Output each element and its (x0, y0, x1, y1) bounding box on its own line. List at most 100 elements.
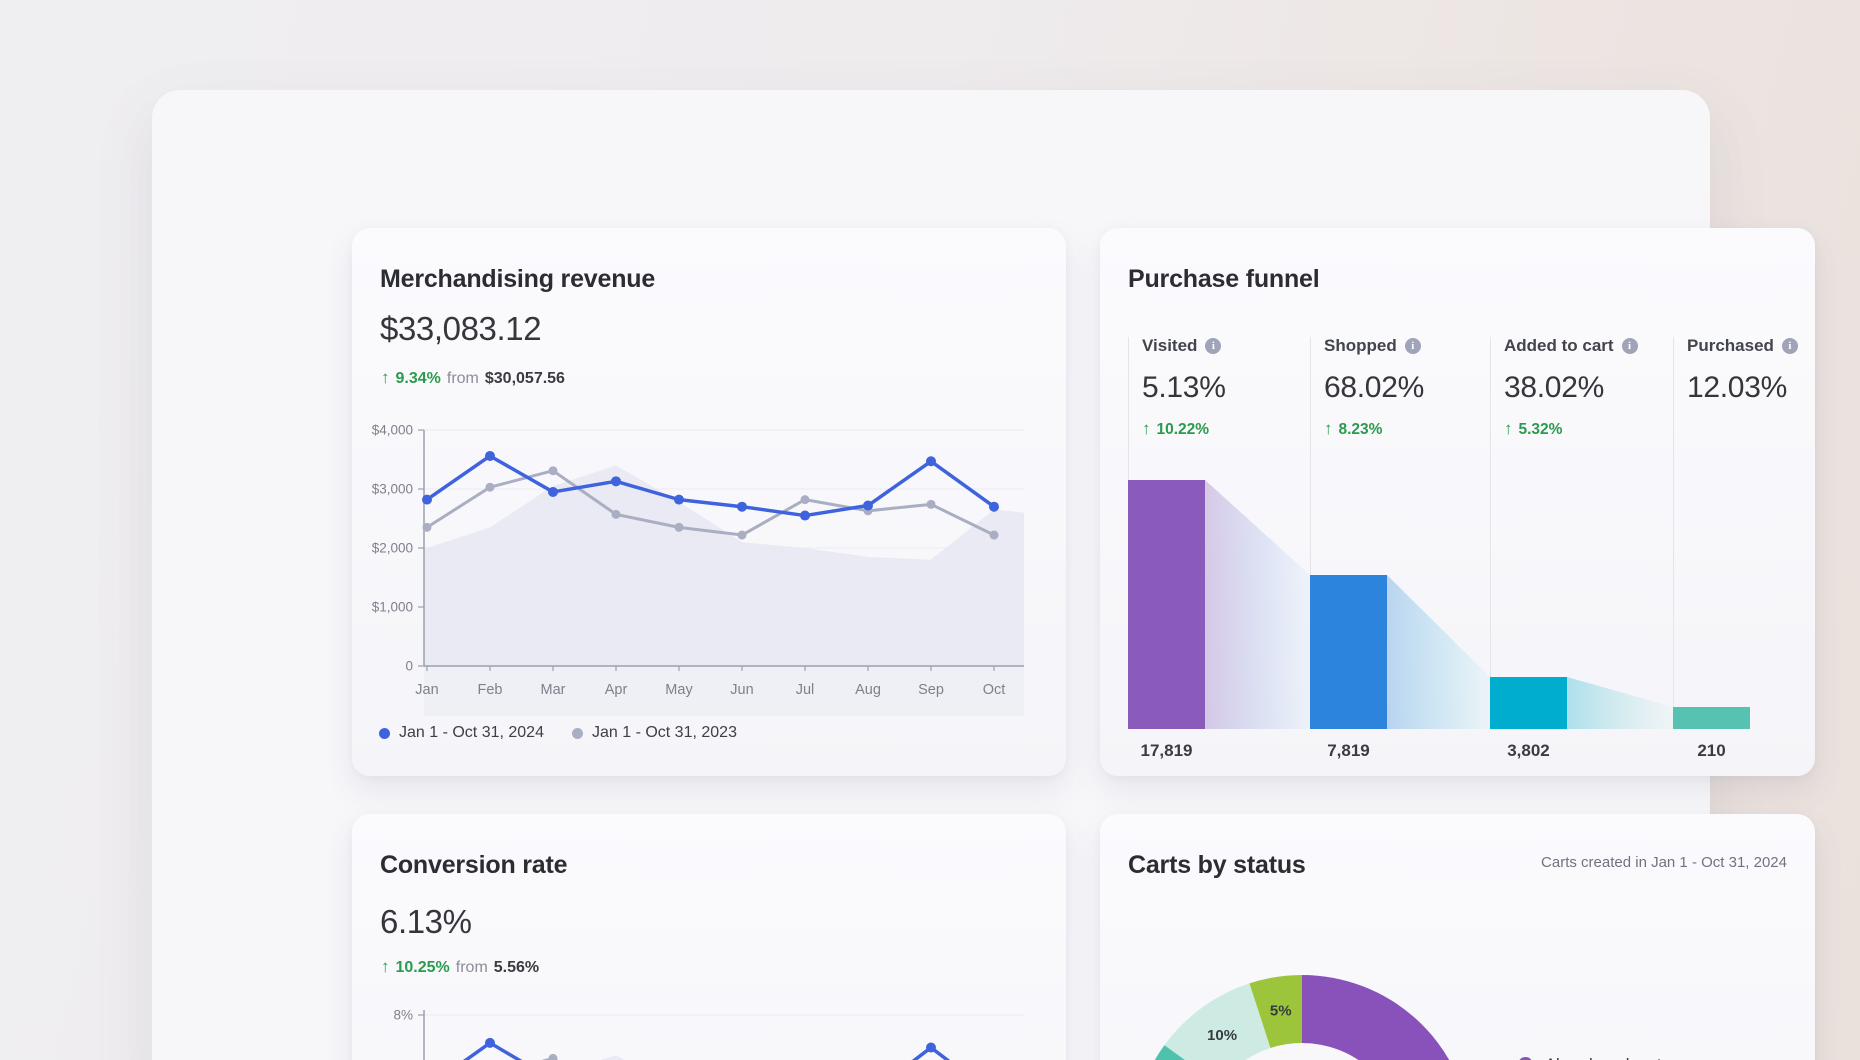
x-tick-label: Apr (605, 682, 628, 698)
info-icon[interactable]: i (1404, 338, 1421, 354)
stage-rate: 38.02% (1504, 371, 1604, 404)
stage-change-percent: 5.32% (1518, 421, 1563, 438)
funnel-stage-label: Shopped i (1324, 335, 1496, 357)
revenue-change-from-label: from (446, 370, 479, 387)
y-tick-label: $3,000 (372, 482, 413, 497)
revenue-card-title: Merchandising revenue (380, 265, 656, 293)
stage-rate: 12.03% (1687, 371, 1787, 404)
funnel-connector (1567, 677, 1673, 729)
stage-name: Visited (1142, 336, 1198, 355)
dashboard-container: Merchandising revenue $33,083.12 ↑ 9.34%… (152, 90, 1815, 1060)
donut-slice-abandoned-carts[interactable] (1140, 975, 1472, 1060)
series-line (425, 454, 996, 518)
funnel-bar-chart (1128, 337, 1750, 729)
y-tick-label: 0 (405, 659, 413, 674)
x-tick-label: Oct (983, 682, 1006, 698)
info-icon[interactable]: i (1781, 338, 1798, 354)
data-point (800, 495, 810, 505)
legend-label: Jan 1 - Oct 31, 2024 (399, 724, 544, 741)
stage-name: Added to cart (1504, 336, 1614, 355)
data-point (548, 486, 558, 497)
carts-date-range-note: Carts created in Jan 1 - Oct 31, 2024 (1541, 854, 1787, 871)
funnel-stage-visited: Visited i 5.13% ↑ 10.22% (1142, 335, 1314, 439)
stage-count: 3,802 (1507, 741, 1550, 760)
donut-slice-percent-label: 5% (1270, 1003, 1292, 1020)
stage-count: 7,819 (1327, 741, 1370, 760)
funnel-stage-label: Purchased i (1687, 335, 1859, 357)
card-merchandising-revenue: Merchandising revenue $33,083.12 ↑ 9.34%… (352, 228, 1066, 776)
funnel-bar-shopped[interactable] (1310, 575, 1387, 729)
up-arrow-icon: ↑ (1504, 419, 1513, 438)
funnel-bar-visited[interactable] (1128, 480, 1205, 729)
data-point (989, 501, 999, 512)
data-point (548, 466, 558, 476)
info-icon[interactable]: i (1205, 338, 1222, 354)
stage-name: Purchased (1687, 336, 1774, 355)
legend-dot-icon (571, 727, 583, 739)
stage-rate: 68.02% (1324, 371, 1424, 404)
legend-dot-icon (1518, 1057, 1533, 1060)
up-arrow-icon: ↑ (1324, 419, 1333, 438)
funnel-connector (1205, 480, 1310, 729)
legend-item[interactable]: Jan 1 - Oct 31, 2023 (571, 724, 737, 742)
x-axis-strip (424, 666, 1024, 716)
data-point (611, 509, 621, 519)
legend-item[interactable]: Jan 1 - Oct 31, 2024 (379, 724, 544, 742)
background-band-area (424, 465, 1024, 666)
funnel-stage-label: Added to cart i (1504, 335, 1676, 357)
card-conversion-rate: Conversion rate 6.13% ↑ 10.25% from 5.56… (352, 814, 1066, 1060)
carts-legend-item[interactable]: Abandoned carts (1518, 1052, 1763, 1060)
data-point (926, 1042, 936, 1053)
y-tick-label: $2,000 (372, 541, 413, 556)
conversion-change-from-label: from (455, 959, 488, 976)
revenue-change-percent: 9.34% (395, 370, 441, 387)
data-point (485, 1037, 495, 1048)
up-arrow-icon: ↑ (381, 957, 390, 976)
data-point (863, 500, 873, 511)
data-point (737, 501, 747, 512)
donut-slice[interactable] (1164, 983, 1271, 1060)
conversion-change-percent: 10.25% (395, 959, 450, 976)
x-tick-label: Jun (730, 682, 753, 698)
x-tick-label: Sep (918, 682, 944, 698)
conversion-change-row: ↑ 10.25% from 5.56% (381, 957, 539, 977)
stage-change: ↑ 8.23% (1324, 419, 1496, 439)
stage-change-percent: 8.23% (1338, 421, 1383, 438)
x-tick-label: Jan (415, 682, 438, 698)
conversion-card-title: Conversion rate (380, 851, 568, 879)
donut-slice[interactable] (1249, 975, 1302, 1048)
stage-name: Shopped (1324, 336, 1397, 355)
carts-donut-chart: 15%10%5% (1132, 975, 1472, 1060)
data-point (674, 522, 684, 532)
revenue-change-from-value: $30,057.56 (484, 370, 565, 387)
data-point (485, 482, 495, 492)
stage-rate: 5.13% (1142, 371, 1226, 404)
funnel-stage-purchased: Purchased i 12.03% (1687, 335, 1859, 411)
data-point (674, 494, 684, 505)
revenue-value: $33,083.12 (380, 310, 542, 347)
conversion-change-from-value: 5.56% (493, 959, 540, 976)
data-point (737, 530, 747, 540)
data-point (800, 510, 810, 521)
x-tick-label: Mar (541, 682, 566, 698)
revenue-change-row: ↑ 9.34% from $30,057.56 (381, 368, 565, 388)
data-point (422, 494, 432, 505)
card-carts-by-status: Carts by status Carts created in Jan 1 -… (1100, 814, 1815, 1060)
stage-count: 210 (1697, 741, 1726, 760)
revenue-chart-legend: Jan 1 - Oct 31, 2024 Jan 1 - Oct 31, 2023 (379, 724, 737, 742)
info-icon[interactable]: i (1621, 338, 1638, 354)
series-line (425, 469, 996, 537)
y-tick-label: 8% (393, 1008, 413, 1023)
funnel-card-title: Purchase funnel (1128, 265, 1320, 293)
x-tick-label: Jul (796, 682, 815, 698)
funnel-bar-purchased[interactable] (1673, 707, 1750, 729)
funnel-bar-added-to-cart[interactable] (1490, 677, 1567, 729)
data-point (926, 499, 936, 509)
series-line (463, 1041, 951, 1060)
x-tick-label: Aug (855, 682, 881, 698)
legend-dot-icon (379, 727, 390, 739)
y-tick-label: $1,000 (372, 600, 413, 615)
donut-slice-converted-carts[interactable] (1132, 1045, 1219, 1060)
donut-slice-percent-label: 10% (1207, 1027, 1237, 1044)
